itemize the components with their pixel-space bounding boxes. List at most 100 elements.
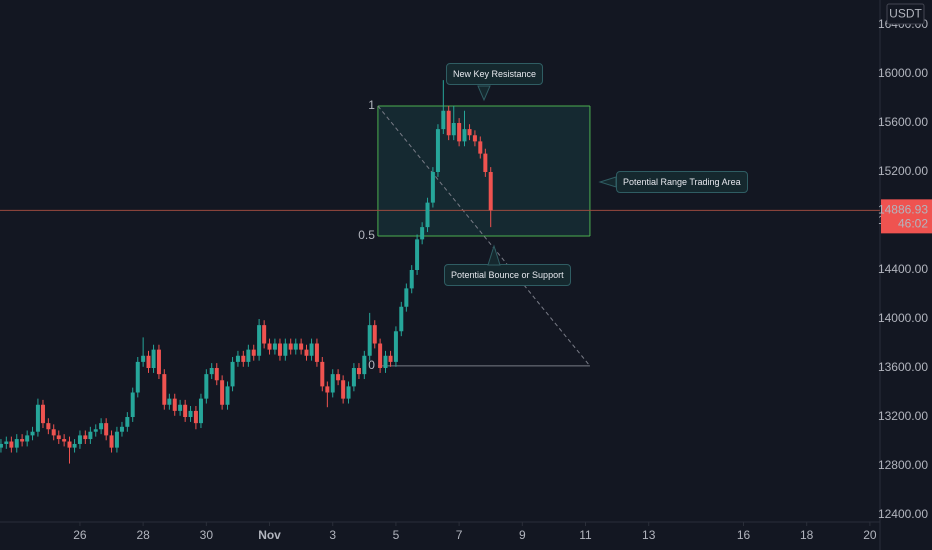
candle-body [130,392,135,418]
candle-body [246,349,251,362]
y-tick-label: 15600.00 [878,115,928,129]
candle-body [383,355,388,369]
x-tick-label: Nov [258,528,281,542]
annotation: Potential Bounce or Support [444,264,571,286]
candle-body [67,441,72,448]
candle-body [362,355,367,375]
candle-body [283,343,288,356]
candle-body [25,435,30,442]
candle-body [441,110,446,130]
candle-body [167,398,172,405]
candle-body [272,343,277,350]
candle-body [83,435,88,440]
candle-body [488,171,493,211]
candle-body [141,355,146,362]
candle-body [209,368,214,375]
candle-body [356,368,361,375]
candle-body [93,429,98,432]
candle-body [267,343,272,350]
x-tick-label: 3 [329,528,336,542]
candle-body [257,325,262,356]
candle-body [372,325,377,344]
candle-body [146,355,151,369]
candle-body [393,331,398,362]
last-price-label: 14886.93 [878,203,928,217]
candle-body [288,343,293,350]
candle-body [262,325,267,344]
candle-body [420,227,425,240]
candle-body [425,202,430,228]
fib-level-label: 1 [368,98,375,112]
candle-body [14,439,19,448]
candle-body [51,429,56,436]
candle-body [320,361,325,387]
candle-body [446,110,451,136]
candle-body [457,122,462,142]
candle-body [235,355,240,362]
candle-body [299,343,304,350]
y-tick-label: 13200.00 [878,409,928,423]
candle-body [367,325,372,356]
candle-body [162,374,167,405]
candle-body [251,349,256,356]
candle-body [30,431,35,436]
candle-body [172,398,177,411]
candle-body [88,431,93,440]
last-price-box [881,199,932,234]
y-tick-label: 14400.00 [878,262,928,276]
candle-body [198,398,203,424]
candle-body [404,288,409,307]
candle-body [304,349,309,356]
candle-body [109,435,114,448]
fib-level-label: 0.5 [358,228,375,242]
y-tick-label: 14000.00 [878,311,928,325]
candle-body [119,426,124,432]
x-tick-label: 18 [800,528,814,542]
candle-body [388,355,393,362]
candle-body [214,368,219,381]
x-tick-label: 20 [863,528,877,542]
fib-level-label: 0 [368,358,375,372]
x-tick-label: 9 [519,528,526,542]
candle-body [225,386,230,405]
candle-body [314,343,319,362]
candle-body [325,386,330,393]
candle-body [114,431,119,448]
candle-body [40,404,45,424]
candle-body [178,404,183,411]
candle-body [193,410,198,424]
candle-body [56,435,61,440]
candle-body [341,380,346,399]
y-tick-label: 15200.00 [878,164,928,178]
y-tick-label: 13600.00 [878,360,928,374]
candle-body [230,361,235,387]
candle-body [46,423,51,430]
candle-body [346,386,351,399]
candle-body [77,435,82,444]
candle-body [330,374,335,393]
candle-body [467,129,472,136]
x-tick-label: 30 [200,528,214,542]
x-tick-label: 28 [136,528,150,542]
currency-label: USDT [889,7,922,21]
candle-body [378,343,383,369]
candle-body [135,361,140,393]
candle-body [104,423,109,436]
annotation: Potential Range Trading Area [616,171,748,193]
candle-body [415,239,420,271]
candle-body [435,129,440,172]
x-tick-label: 7 [456,528,463,542]
candle-body [99,423,104,430]
candle-body [20,439,25,442]
x-tick-label: 16 [737,528,751,542]
candle-body [188,410,193,418]
y-tick-label: 16000.00 [878,66,928,80]
countdown-label: 46:02 [898,217,928,231]
annotation: New Key Resistance [446,63,544,85]
candle-body [336,374,341,381]
candle-body [156,349,161,375]
candle-body [293,343,298,350]
candle-body [62,439,67,442]
